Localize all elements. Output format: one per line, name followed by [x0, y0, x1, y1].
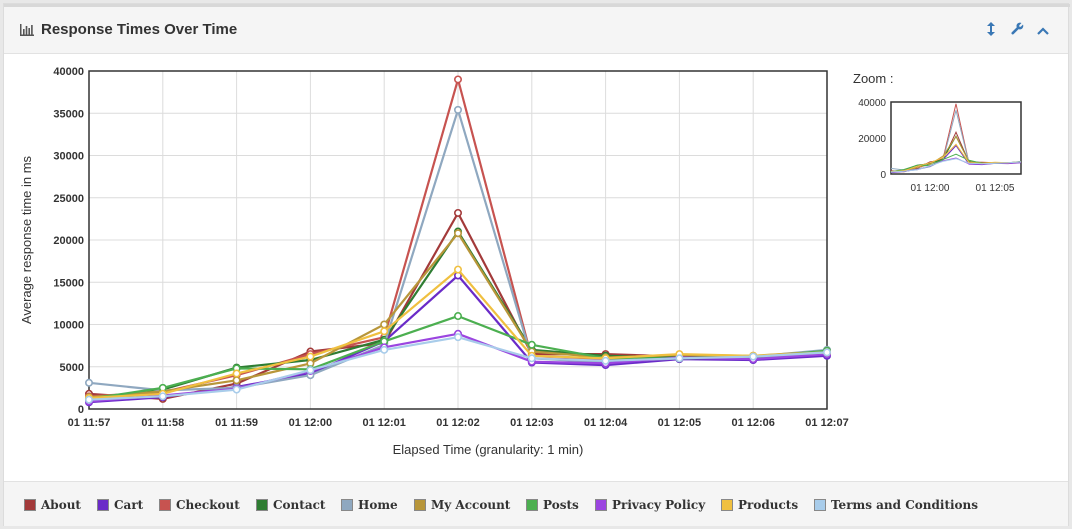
- zoom-series-line: [890, 143, 1022, 173]
- x-tick-label: 01 12:07: [805, 417, 848, 429]
- data-point-products[interactable]: [232, 369, 241, 378]
- legend-item-privacy-policy[interactable]: Privacy Policy: [595, 498, 705, 512]
- legend-item-products[interactable]: Products: [721, 498, 798, 512]
- x-tick-label: 01 12:03: [510, 417, 553, 429]
- vertical-resize-icon[interactable]: [983, 22, 999, 38]
- zoom-label: Zoom :: [853, 71, 893, 86]
- legend-item-about[interactable]: About: [24, 498, 81, 512]
- x-tick-label: 01 12:04: [584, 417, 628, 429]
- data-point-terms-and-conditions[interactable]: [822, 348, 831, 357]
- data-point-products[interactable]: [380, 327, 389, 336]
- legend-swatch: [159, 499, 171, 511]
- legend-label: Privacy Policy: [612, 498, 706, 512]
- panel-top-strip: [4, 4, 1070, 7]
- legend-swatch: [721, 499, 733, 511]
- chart-area: 0 5000 10000 15000 20000 25000 30000 35000 40000…: [4, 54, 1068, 480]
- data-point-terms-and-conditions[interactable]: [675, 354, 684, 363]
- data-point-my-account[interactable]: [453, 229, 462, 238]
- legend-swatch: [414, 499, 426, 511]
- legend-label: Contact: [273, 498, 326, 512]
- zoom-series-line: [890, 158, 1022, 173]
- data-point-about[interactable]: [453, 208, 462, 217]
- x-tick-label: 01 11:58: [141, 417, 184, 429]
- data-point-products[interactable]: [453, 265, 462, 274]
- data-point-my-account[interactable]: [380, 320, 389, 329]
- data-point-checkout[interactable]: [453, 75, 462, 84]
- data-point-posts[interactable]: [453, 312, 462, 321]
- legend-swatch: [595, 499, 607, 511]
- x-tick-label: 01 11:57: [68, 417, 111, 429]
- zoom-y-tick-label: 20000: [858, 134, 886, 145]
- legend-item-posts[interactable]: Posts: [526, 498, 579, 512]
- legend-item-contact[interactable]: Contact: [256, 498, 325, 512]
- legend-swatch: [256, 499, 268, 511]
- x-tick-label: 01 12:02: [436, 417, 479, 429]
- x-tick-label: 01 12:05: [658, 417, 701, 429]
- zoom-y-tick-label: 40000: [858, 98, 886, 109]
- y-tick-label: 10000: [53, 320, 84, 332]
- wrench-icon[interactable]: [1009, 22, 1025, 38]
- legend-item-checkout[interactable]: Checkout: [159, 498, 240, 512]
- y-tick-label: 0: [78, 404, 84, 416]
- legend-label: Checkout: [176, 498, 240, 512]
- y-axis-label: Average response time in ms: [19, 155, 34, 324]
- data-point-posts[interactable]: [527, 340, 536, 349]
- legend-swatch: [24, 499, 36, 511]
- data-point-terms-and-conditions[interactable]: [749, 352, 758, 361]
- data-point-terms-and-conditions[interactable]: [85, 395, 94, 404]
- legend-item-home[interactable]: Home: [341, 498, 398, 512]
- data-point-home[interactable]: [85, 378, 94, 387]
- y-tick-label: 25000: [53, 193, 84, 205]
- data-point-terms-and-conditions[interactable]: [306, 366, 315, 375]
- y-tick-label: 35000: [53, 108, 84, 120]
- legend-label: Terms and Conditions: [831, 498, 979, 512]
- panel-header: Response Times Over Time: [4, 7, 1068, 54]
- legend-label: Cart: [114, 498, 144, 512]
- data-point-terms-and-conditions[interactable]: [527, 354, 536, 363]
- zoom-x-tick-label: 01 12:00: [911, 183, 950, 194]
- x-tick-label: 01 11:59: [215, 417, 258, 429]
- y-tick-label: 40000: [53, 66, 84, 78]
- legend: About Cart Checkout Contact Home My Account Po…: [4, 481, 1068, 526]
- data-point-terms-and-conditions[interactable]: [453, 333, 462, 342]
- data-point-products[interactable]: [306, 352, 315, 361]
- x-tick-label: 01 12:01: [362, 417, 405, 429]
- y-tick-label: 15000: [53, 277, 84, 289]
- legend-label: About: [41, 498, 81, 512]
- legend-label: Posts: [543, 498, 579, 512]
- data-point-terms-and-conditions[interactable]: [601, 356, 610, 365]
- zoom-y-tick-label: 0: [880, 170, 886, 181]
- y-tick-label: 5000: [60, 362, 84, 374]
- legend-label: Products: [738, 498, 799, 512]
- chart-panel: Response Times Over Time 0 5000 10000 15000…: [3, 3, 1070, 526]
- bar-chart-icon: [20, 24, 34, 36]
- legend-swatch: [526, 499, 538, 511]
- legend-swatch: [341, 499, 353, 511]
- x-tick-label: 01 12:06: [731, 417, 774, 429]
- data-point-terms-and-conditions[interactable]: [380, 345, 389, 354]
- y-tick-label: 20000: [53, 235, 84, 247]
- data-point-home[interactable]: [453, 105, 462, 114]
- panel-title: Response Times Over Time: [41, 21, 238, 38]
- zoom-x-tick-label: 01 12:05: [976, 183, 1015, 194]
- legend-label: Home: [358, 498, 398, 512]
- legend-item-cart[interactable]: Cart: [97, 498, 143, 512]
- data-point-my-account[interactable]: [232, 376, 241, 385]
- x-tick-label: 01 12:00: [289, 417, 332, 429]
- plot-frame: [88, 70, 828, 410]
- legend-item-my-account[interactable]: My Account: [414, 498, 510, 512]
- data-point-terms-and-conditions[interactable]: [232, 385, 241, 394]
- legend-item-terms-and-conditions[interactable]: Terms and Conditions: [814, 498, 978, 512]
- data-point-terms-and-conditions[interactable]: [158, 392, 167, 401]
- response-times-chart: 0 5000 10000 15000 20000 25000 30000 35000 40000…: [19, 66, 1022, 457]
- legend-swatch: [814, 499, 826, 511]
- legend-label: My Account: [431, 498, 511, 512]
- y-tick-label: 30000: [53, 151, 84, 163]
- chevron-up-icon[interactable]: [1035, 22, 1051, 38]
- legend-swatch: [97, 499, 109, 511]
- x-axis-label: Elapsed Time (granularity: 1 min): [393, 442, 584, 457]
